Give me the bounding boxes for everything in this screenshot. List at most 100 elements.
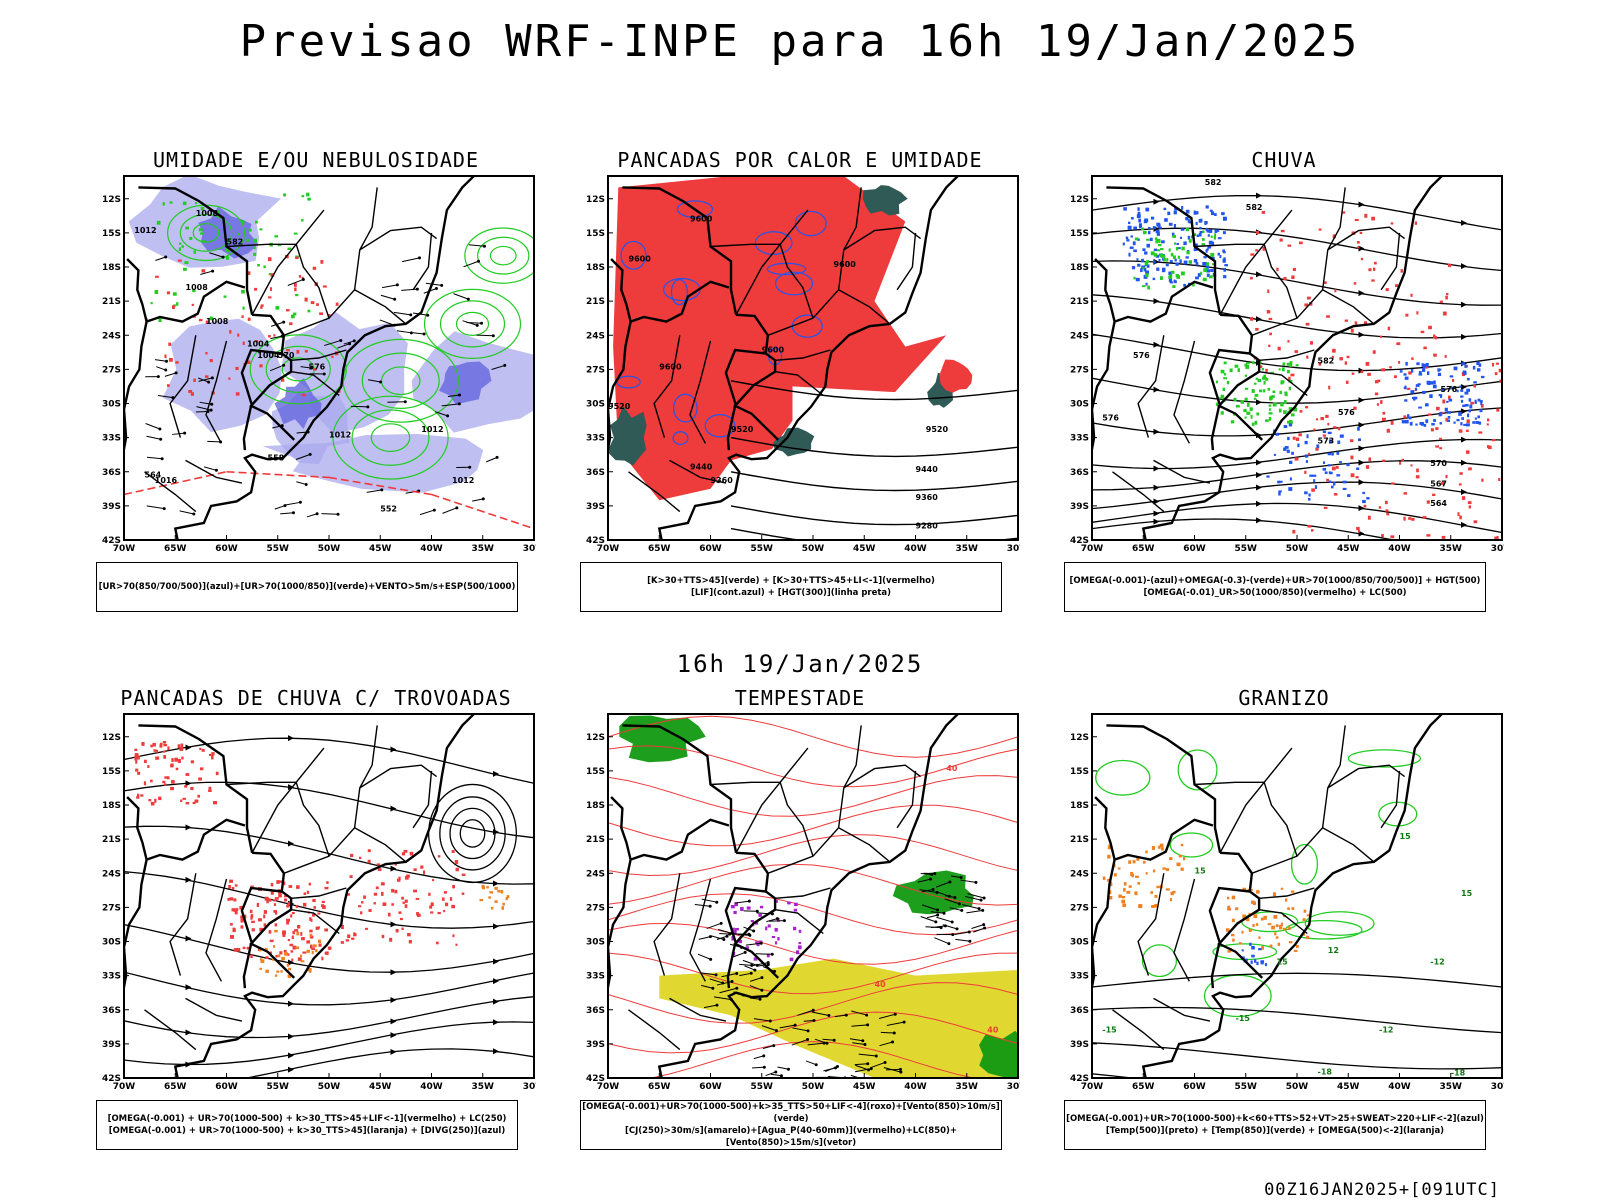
wind-vector-head: [301, 277, 305, 281]
wind-vector-head: [715, 900, 719, 904]
speckle: [1148, 226, 1151, 230]
speckle: [1245, 387, 1249, 390]
speckle: [322, 285, 327, 288]
speckle: [1249, 888, 1253, 892]
lon-label: 50W: [318, 1082, 341, 1092]
contour-label: 9600: [659, 362, 682, 371]
wind-vector-head: [760, 988, 764, 992]
map-frame: [1091, 713, 1503, 1079]
speckle: [1174, 258, 1177, 262]
flow-arrow: [1153, 428, 1160, 435]
speckle: [732, 927, 735, 932]
speckle: [1426, 500, 1430, 504]
speckle: [1195, 221, 1198, 226]
speckle: [1440, 481, 1445, 485]
speckle: [1385, 509, 1389, 512]
shaded-area: [892, 870, 974, 915]
wind-vector: [739, 963, 752, 966]
wind-vector: [854, 1063, 868, 1066]
speckle: [1117, 867, 1121, 870]
wind-vector-head: [174, 371, 178, 375]
speckle: [1206, 229, 1210, 233]
speckle: [226, 248, 230, 253]
speckle: [1481, 478, 1484, 482]
speckle: [1151, 846, 1156, 850]
speckle: [311, 950, 314, 955]
speckle: [1461, 417, 1464, 420]
temp850-contour: [1177, 749, 1218, 791]
speckle: [1496, 408, 1500, 412]
speckle: [1284, 446, 1289, 449]
speckle: [226, 256, 230, 260]
speckle: [407, 932, 411, 937]
speckle: [268, 898, 272, 902]
speckle: [1205, 265, 1210, 269]
speckle: [307, 197, 311, 201]
flow-arrow: [1358, 459, 1365, 466]
wind-vector: [463, 260, 479, 268]
speckle: [1414, 221, 1418, 225]
speckle: [192, 289, 196, 293]
flow-arrow: [1153, 510, 1160, 517]
wind-vector-head: [936, 908, 940, 912]
speckle: [1177, 255, 1180, 259]
wind-vector-head: [931, 888, 935, 892]
speckle: [1289, 361, 1293, 365]
state-border: [290, 371, 340, 397]
speckle: [1107, 878, 1110, 882]
speckle: [1449, 375, 1454, 378]
speckle: [1335, 465, 1339, 469]
speckle: [1415, 387, 1418, 391]
model-run-footer: 00Z16JAN2025+[091UTC]: [1264, 1180, 1500, 1200]
speckle: [1150, 216, 1155, 220]
speckle: [326, 881, 329, 884]
speckle: [199, 232, 204, 235]
wind-vector-head: [221, 255, 225, 259]
speckle: [429, 905, 433, 909]
state-border: [226, 781, 297, 786]
speckle: [1287, 369, 1290, 374]
wind-vector-head: [725, 934, 729, 938]
speckle: [168, 342, 172, 346]
speckle: [377, 868, 382, 872]
speckle: [1128, 885, 1132, 888]
speckle: [1344, 319, 1349, 322]
state-border: [1137, 873, 1165, 976]
wind-vector: [476, 334, 494, 337]
speckle: [1339, 434, 1344, 438]
speckle: [1353, 282, 1357, 285]
lat-label: 24S: [1070, 331, 1089, 341]
lat-label: 30S: [586, 938, 605, 948]
state-border: [412, 232, 433, 291]
contour-label: 9440: [916, 465, 939, 474]
wind-vector-head: [936, 913, 940, 917]
speckle: [1123, 887, 1126, 892]
wind-vector-head: [899, 1070, 903, 1074]
lif-contour: [794, 210, 827, 237]
coastline: [96, 172, 480, 562]
speckle: [1415, 384, 1420, 387]
speckle: [1363, 321, 1367, 325]
lat-label: 36S: [102, 468, 121, 478]
speckle: [1223, 267, 1226, 272]
lon-label: 55W: [1235, 1082, 1258, 1092]
lon-label: 40W: [420, 1082, 443, 1092]
speckle: [1465, 364, 1468, 368]
lat-label: 15S: [102, 229, 121, 239]
frame-mask: [96, 540, 536, 562]
speckle: [1403, 415, 1407, 419]
wind-vector: [878, 1013, 896, 1020]
humidity-contour: [489, 245, 517, 266]
speckle: [1295, 437, 1300, 441]
wind-vector: [466, 321, 482, 324]
speckle: [298, 275, 301, 278]
speckle: [381, 934, 385, 939]
speckle: [1222, 258, 1226, 263]
speckle: [1134, 250, 1137, 253]
wind-vector-head: [352, 339, 356, 343]
flow-arrow: [1256, 192, 1262, 199]
lat-label: 33S: [102, 434, 121, 444]
speckle: [1428, 325, 1432, 330]
speckle: [1322, 434, 1327, 437]
speckle: [1172, 890, 1176, 894]
